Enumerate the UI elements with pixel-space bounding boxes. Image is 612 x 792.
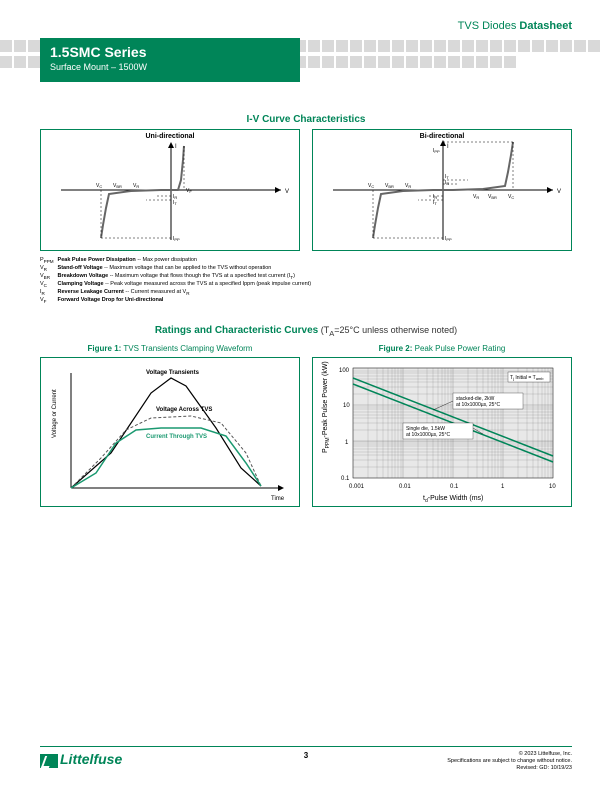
svg-text:0.001: 0.001 <box>349 484 365 490</box>
svg-text:0.1: 0.1 <box>341 476 350 482</box>
fig1-chart: Voltage or Current Time Voltage Transien… <box>41 358 299 506</box>
svg-text:VC: VC <box>368 183 374 189</box>
footer-right: © 2023 Littelfuse, Inc. Specifications a… <box>447 751 572 772</box>
disclaimer: Specifications are subject to change wit… <box>447 758 572 765</box>
iv-uni-box: Uni-directional V I VC VBR <box>40 129 300 251</box>
def-row: PPPM Peak Pulse Power Dissipation -- Max… <box>40 257 572 265</box>
iv-bi-box: Bi-directional V I <box>312 129 572 251</box>
svg-text:Voltage Across TVS: Voltage Across TVS <box>156 407 212 413</box>
footer: Littelfuse 3 © 2023 Littelfuse, Inc. Spe… <box>40 746 572 772</box>
fig2-box: 0.001 0.01 0.1 1 10 0.1 1 10 100 td-Puls… <box>312 357 572 507</box>
svg-text:Voltage or Current: Voltage or Current <box>52 389 58 438</box>
svg-text:Voltage Transients: Voltage Transients <box>146 370 200 376</box>
svg-text:PPPM-Peak Pulse Power (kW): PPPM-Peak Pulse Power (kW) <box>322 361 331 453</box>
svg-text:td-Pulse Width (ms): td-Pulse Width (ms) <box>423 495 483 504</box>
iv-curves-row: Uni-directional V I VC VBR <box>40 129 572 251</box>
svg-text:100: 100 <box>339 368 350 374</box>
page-number: 3 <box>304 751 308 760</box>
svg-text:VBR: VBR <box>385 183 394 189</box>
svg-text:IPP: IPP <box>433 148 440 154</box>
figure-2-col: Figure 2: Peak Pulse Power Rating <box>312 344 572 507</box>
main-content: I-V Curve Characteristics Uni-directiona… <box>40 110 572 507</box>
def-row: VR Stand-off Voltage -- Maximum voltage … <box>40 265 572 273</box>
svg-text:0.01: 0.01 <box>399 484 411 490</box>
littelfuse-icon <box>40 754 58 768</box>
def-row: IR Reverse Leakage Current -- Current me… <box>40 289 572 297</box>
product-line: TVS Diodes <box>458 20 517 32</box>
definitions-list: PPPM Peak Pulse Power Dissipation -- Max… <box>40 257 572 305</box>
svg-text:VR: VR <box>405 183 411 189</box>
svg-text:10: 10 <box>343 403 350 409</box>
iv-bi-chart: V I VC VBR VR VR <box>313 130 571 250</box>
revised-date: Revised: GD: 10/19/23 <box>447 765 572 772</box>
footer-logo: Littelfuse <box>40 751 122 768</box>
header-doc-type: TVS Diodes Datasheet <box>458 20 572 32</box>
bi-label: Bi-directional <box>420 133 465 140</box>
svg-text:IT: IT <box>445 174 449 180</box>
svg-text:I: I <box>447 144 449 150</box>
svg-text:at 10x1000µs, 25°C: at 10x1000µs, 25°C <box>406 432 450 438</box>
fig1-title: Figure 1: TVS Transients Clamping Wavefo… <box>40 344 300 353</box>
svg-text:VR: VR <box>473 194 479 200</box>
doc-type: Datasheet <box>519 20 572 32</box>
svg-text:IPP: IPP <box>445 236 452 242</box>
svg-text:VC: VC <box>508 194 514 200</box>
svg-text:VBR: VBR <box>113 183 122 189</box>
svg-text:IR: IR <box>445 180 449 186</box>
svg-text:V: V <box>557 189 561 195</box>
svg-text:10: 10 <box>549 484 556 490</box>
ratings-title: Ratings and Characteristic Curves (TA=25… <box>40 325 572 338</box>
svg-text:Tj Initial = Tamb: Tj Initial = Tamb <box>510 375 544 381</box>
svg-text:V: V <box>285 189 289 195</box>
svg-text:at 10x1000µs, 25°C: at 10x1000µs, 25°C <box>456 402 500 408</box>
svg-text:VF: VF <box>186 188 192 194</box>
svg-text:IT: IT <box>433 200 437 206</box>
figure-1-col: Figure 1: TVS Transients Clamping Wavefo… <box>40 344 300 507</box>
series-title: 1.5SMC Series <box>50 44 290 60</box>
uni-label: Uni-directional <box>145 133 194 140</box>
def-row: VBR Breakdown Voltage -- Maximum voltage… <box>40 273 572 281</box>
svg-text:0.1: 0.1 <box>450 484 459 490</box>
iv-uni-chart: V I VC VBR VR VF IR IT IPP <box>41 130 299 250</box>
svg-text:IPP: IPP <box>173 236 180 242</box>
series-subtitle: Surface Mount – 1500W <box>50 62 290 72</box>
svg-text:Current Through TVS: Current Through TVS <box>146 434 207 440</box>
svg-text:Time: Time <box>271 496 285 502</box>
fig2-title: Figure 2: Peak Pulse Power Rating <box>312 344 572 353</box>
svg-text:1: 1 <box>345 440 349 446</box>
fig2-chart: 0.001 0.01 0.1 1 10 0.1 1 10 100 td-Puls… <box>313 358 571 506</box>
svg-text:VC: VC <box>96 183 102 189</box>
iv-section-title: I-V Curve Characteristics <box>40 114 572 125</box>
def-row: VC Clamping Voltage -- Peak voltage meas… <box>40 281 572 289</box>
svg-text:VBR: VBR <box>488 194 497 200</box>
svg-text:IT: IT <box>173 200 177 206</box>
fig1-box: Voltage or Current Time Voltage Transien… <box>40 357 300 507</box>
svg-text:I: I <box>175 144 177 150</box>
svg-text:1: 1 <box>501 484 505 490</box>
def-row: VF Forward Voltage Drop for Uni-directio… <box>40 297 572 305</box>
svg-text:VR: VR <box>133 183 139 189</box>
title-box: 1.5SMC Series Surface Mount – 1500W <box>40 38 300 82</box>
figures-row: Figure 1: TVS Transients Clamping Wavefo… <box>40 344 572 507</box>
copyright: © 2023 Littelfuse, Inc. <box>447 751 572 758</box>
